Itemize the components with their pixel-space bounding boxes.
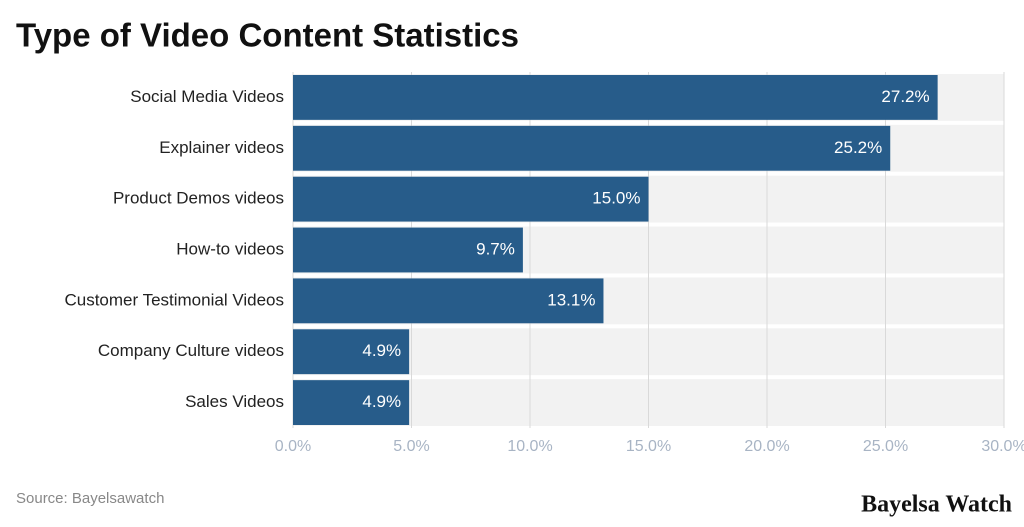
bar xyxy=(293,329,410,375)
bar xyxy=(293,227,523,273)
y-tick-label: Company Culture videos xyxy=(98,341,284,360)
value-label: 9.7% xyxy=(476,239,515,258)
value-label: 25.2% xyxy=(834,138,882,157)
bar xyxy=(293,75,938,120)
x-tick-label: 20.0% xyxy=(744,438,789,455)
value-label: 13.1% xyxy=(547,290,595,309)
y-tick-label: Product Demos videos xyxy=(113,189,284,208)
bar xyxy=(293,125,891,171)
source-note: Source: Bayelsawatch xyxy=(16,490,164,507)
y-tick-label: Social Media Videos xyxy=(130,87,284,106)
y-tick-label: Customer Testimonial Videos xyxy=(64,290,284,309)
bar xyxy=(293,176,649,222)
bar xyxy=(293,278,604,324)
value-label: 4.9% xyxy=(362,341,401,360)
value-label: 15.0% xyxy=(592,189,640,208)
x-tick-label: 30.0% xyxy=(981,438,1024,455)
bar xyxy=(293,380,410,425)
brand-logo: Bayelsa Watch xyxy=(861,492,1012,518)
y-tick-label: Explainer videos xyxy=(159,138,284,157)
x-tick-label: 15.0% xyxy=(626,438,671,455)
x-tick-label: 10.0% xyxy=(507,438,552,455)
value-label: 27.2% xyxy=(881,87,929,106)
x-tick-label: 0.0% xyxy=(275,438,311,455)
chart-title: Type of Video Content Statistics xyxy=(16,17,519,54)
value-label: 4.9% xyxy=(362,392,401,411)
y-tick-label: Sales Videos xyxy=(185,392,284,411)
x-tick-label: 25.0% xyxy=(863,438,908,455)
y-tick-label: How-to videos xyxy=(176,239,284,258)
x-tick-label: 5.0% xyxy=(393,438,429,455)
